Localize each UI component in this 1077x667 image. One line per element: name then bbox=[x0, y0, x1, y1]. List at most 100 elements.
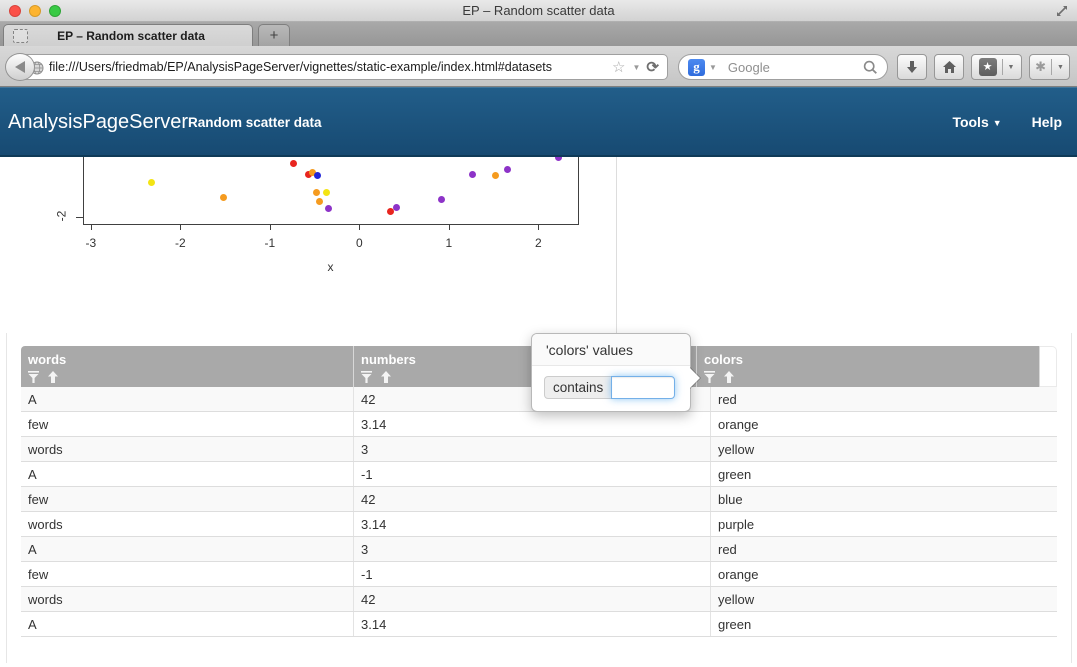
filter-popover: 'colors' values contains bbox=[531, 333, 701, 412]
filter-funnel-icon[interactable] bbox=[28, 371, 39, 383]
minimize-window-button[interactable] bbox=[29, 5, 41, 17]
table-row: words 42 yellow bbox=[21, 587, 1057, 612]
magnifier-icon[interactable] bbox=[863, 60, 878, 75]
filter-value-input[interactable] bbox=[611, 376, 676, 399]
search-input[interactable]: Google bbox=[727, 59, 770, 75]
plot-area: -2 x -3 -2 -1 0 1 2 bbox=[0, 157, 616, 346]
x-tick bbox=[180, 225, 182, 230]
addon-dropdown-icon[interactable]: ▼ bbox=[1056, 63, 1064, 71]
help-menu[interactable]: Help bbox=[1031, 114, 1062, 130]
table-cell-numbers: -1 bbox=[354, 462, 711, 486]
table-cell-colors: orange bbox=[718, 417, 759, 432]
home-button[interactable] bbox=[934, 54, 964, 80]
fullscreen-icon[interactable] bbox=[1055, 4, 1069, 18]
bookmarks-star-icon: ★ bbox=[978, 58, 997, 76]
reload-icon[interactable]: ⟳ bbox=[646, 59, 659, 76]
table-cell-colors: red bbox=[718, 392, 737, 407]
close-window-button[interactable] bbox=[9, 5, 21, 17]
table-cell-colors: orange bbox=[718, 567, 759, 582]
table-cell-words: words bbox=[21, 437, 354, 461]
url-bar[interactable]: file:///Users/friedmab/EP/AnalysisPageSe… bbox=[20, 54, 668, 80]
scatter-point-purple bbox=[555, 157, 563, 161]
traffic-lights bbox=[9, 5, 61, 17]
x-tick bbox=[538, 225, 540, 230]
data-table: words numbers colors A 42 red few 3.14 orange wo… bbox=[21, 346, 1057, 637]
x-tick bbox=[269, 225, 271, 230]
url-text[interactable]: file:///Users/friedmab/EP/AnalysisPageSe… bbox=[49, 60, 553, 74]
search-bar[interactable]: g ▼ Google bbox=[678, 54, 888, 80]
scatter-point-blue bbox=[313, 172, 321, 180]
sort-arrow-icon[interactable] bbox=[381, 371, 391, 383]
tab-strip: EP – Random scatter data + bbox=[0, 22, 1077, 46]
column-header-label: colors bbox=[704, 352, 744, 367]
table-cell-colors: purple bbox=[718, 517, 755, 532]
column-header-words[interactable]: words bbox=[21, 346, 354, 387]
scatter-point-orange bbox=[309, 168, 317, 176]
table-row: few -1 orange bbox=[21, 562, 1057, 587]
bookmarks-dropdown-icon[interactable]: ▼ bbox=[1007, 63, 1015, 71]
filter-funnel-icon[interactable] bbox=[704, 371, 715, 383]
table-cell-words: few bbox=[21, 487, 354, 511]
table-row: words 3 yellow bbox=[21, 437, 1057, 462]
table-cell-numbers: 3 bbox=[354, 537, 711, 561]
table-cell-numbers: 3.14 bbox=[354, 412, 711, 436]
x-tick bbox=[90, 225, 92, 230]
popover-title: 'colors' values bbox=[532, 334, 690, 366]
x-tick-label: 2 bbox=[534, 236, 542, 250]
google-engine-icon[interactable]: g bbox=[688, 58, 705, 76]
search-engine-dropdown-icon[interactable]: ▼ bbox=[709, 62, 717, 72]
table-cell-words: few bbox=[21, 562, 354, 586]
x-tick-label: -2 bbox=[174, 236, 186, 250]
scatter-point-purple bbox=[503, 166, 511, 174]
bookmark-star-icon[interactable]: ☆ bbox=[612, 59, 626, 76]
tab-groups-icon[interactable] bbox=[13, 28, 28, 43]
table-row: few 42 blue bbox=[21, 487, 1057, 512]
scatter-point-purple bbox=[392, 203, 400, 211]
x-axis-title: x bbox=[327, 260, 334, 274]
x-tick-label: 0 bbox=[355, 236, 363, 250]
table-cell-colors: yellow bbox=[718, 442, 755, 457]
download-arrow-icon bbox=[907, 61, 917, 73]
table-cell-colors: green bbox=[718, 467, 752, 482]
table-row: A -1 green bbox=[21, 462, 1057, 487]
x-tick-label: 1 bbox=[445, 236, 453, 250]
button-separator bbox=[1001, 59, 1003, 75]
addon-button[interactable]: ✱ ▼ bbox=[1029, 54, 1070, 80]
table-header-row: words numbers colors bbox=[21, 346, 1057, 387]
downloads-button[interactable] bbox=[897, 54, 927, 80]
brand[interactable]: AnalysisPageServer bbox=[8, 111, 189, 133]
table-row: few 3.14 orange bbox=[21, 412, 1057, 437]
header-scroll-spacer bbox=[1040, 346, 1057, 387]
chevron-down-icon: ▼ bbox=[992, 118, 1002, 128]
zoom-window-button[interactable] bbox=[49, 5, 61, 17]
scatter-point-red bbox=[304, 171, 312, 179]
scatter-point-red bbox=[387, 208, 395, 216]
table-cell-colors: red bbox=[718, 542, 737, 557]
table-cell-numbers: 3.14 bbox=[354, 512, 711, 536]
page-content: -2 x -3 -2 -1 0 1 2 words numbers colors A 42 red… bbox=[0, 157, 1077, 667]
table-cell-colors: green bbox=[718, 617, 752, 632]
plot-box-right bbox=[578, 157, 579, 225]
scatter-point-orange bbox=[491, 172, 499, 180]
table-cell-colors: blue bbox=[718, 492, 743, 507]
home-icon bbox=[942, 61, 956, 73]
back-button[interactable] bbox=[5, 53, 35, 81]
x-tick-label: -3 bbox=[85, 236, 97, 250]
window-titlebar: EP – Random scatter data bbox=[0, 0, 1077, 22]
url-dropdown-icon[interactable]: ▼ bbox=[632, 62, 641, 72]
scatter-point-yellow bbox=[148, 178, 156, 186]
scatter-point-purple bbox=[468, 171, 476, 179]
table-cell-words: words bbox=[21, 587, 354, 611]
bookmarks-button[interactable]: ★ ▼ bbox=[971, 54, 1022, 80]
plot-box-left bbox=[83, 157, 84, 224]
sort-arrow-icon[interactable] bbox=[48, 371, 58, 383]
sort-arrow-icon[interactable] bbox=[724, 371, 734, 383]
tab-active[interactable]: EP – Random scatter data bbox=[3, 24, 253, 46]
column-header-label: words bbox=[28, 352, 67, 367]
column-header-colors[interactable]: colors bbox=[697, 346, 1040, 387]
new-tab-button[interactable]: + bbox=[258, 24, 290, 46]
table-cell-numbers: -1 bbox=[354, 562, 711, 586]
filter-funnel-icon[interactable] bbox=[361, 371, 372, 383]
tools-menu[interactable]: Tools ▼ bbox=[952, 114, 1002, 130]
column-divider bbox=[616, 157, 617, 346]
